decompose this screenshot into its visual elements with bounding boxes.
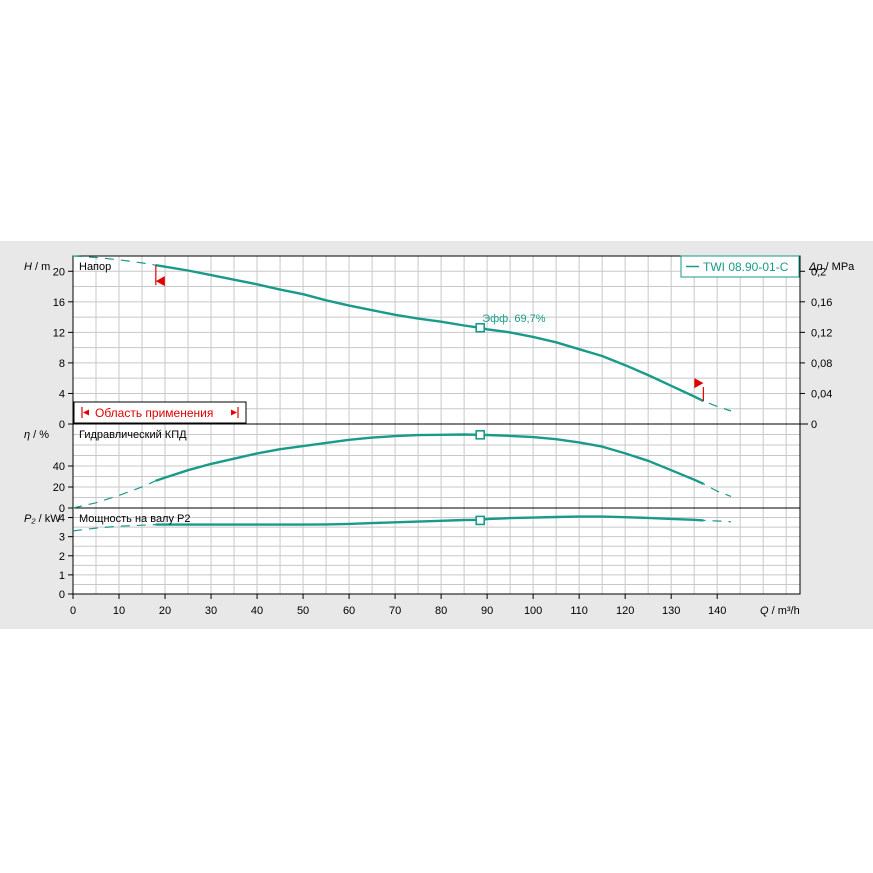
x-axis-label: Q / m³/h <box>760 605 800 617</box>
right-tick-label: 0 <box>811 419 817 431</box>
y-tick-label: 12 <box>53 327 65 339</box>
x-tick-label: 60 <box>343 605 355 617</box>
y-tick-label: 16 <box>53 297 65 309</box>
y-tick-label: 20 <box>53 266 65 278</box>
x-tick-label: 50 <box>297 605 309 617</box>
duty-point-marker <box>475 322 486 333</box>
y-axis-label-3: P₂ / kW <box>24 513 61 525</box>
application-range-box <box>73 401 247 424</box>
x-tick-label: 40 <box>251 605 263 617</box>
y-tick-label: 0 <box>59 589 65 601</box>
right-axis-label-symbol: Δp <box>808 261 823 273</box>
duty-point-marker <box>475 515 486 526</box>
y-tick-label: 4 <box>59 388 65 400</box>
y-tick-label: 40 <box>53 461 65 473</box>
x-tick-label: 80 <box>435 605 447 617</box>
y-tick-label: 2 <box>59 551 65 563</box>
y-axis-label-unit: / kW <box>36 513 62 525</box>
application-range-label: Область применения <box>95 406 213 420</box>
y-tick-label: 1 <box>59 570 65 582</box>
x-tick-label: 30 <box>205 605 217 617</box>
curve-solid-3 <box>155 515 704 526</box>
panel-title-1: Напор <box>79 261 111 273</box>
y-axis-label-symbol: H <box>24 261 32 273</box>
range-min-marker-flag <box>155 276 165 287</box>
x-tick-label: 100 <box>524 605 542 617</box>
series-legend-box <box>680 255 800 278</box>
x-axis-label-unit: / m³/h <box>769 605 800 617</box>
y-tick-label: 4 <box>59 513 65 525</box>
plot-area-3 <box>73 508 800 594</box>
right-axis-label: Δp / MPa <box>808 261 855 273</box>
right-tick-label: 0,04 <box>811 388 832 400</box>
x-tick-label: 70 <box>389 605 401 617</box>
right-tick-label: 0,2 <box>811 266 826 278</box>
y-axis-label-unit: / m <box>32 261 50 273</box>
right-tick-label: 0,08 <box>811 358 832 370</box>
x-tick-label: 130 <box>662 605 680 617</box>
panel-title-3: Мощность на валу P2 <box>79 513 191 525</box>
x-tick-label: 0 <box>70 605 76 617</box>
panel-title-2: Гидравлический КПД <box>79 429 187 441</box>
right-tick-label: 0,16 <box>811 297 832 309</box>
right-tick-label: 0,12 <box>811 327 832 339</box>
application-range-left-arrow <box>83 409 89 416</box>
x-tick-label: 10 <box>113 605 125 617</box>
x-axis-label-symbol: Q <box>760 605 769 617</box>
y-axis-label-unit: / % <box>30 429 49 441</box>
series-legend-label: TWI 08.90-01-C <box>703 260 789 274</box>
y-axis-label-2: η / % <box>24 429 49 441</box>
pump-curve-chart: Эфф. 69,7% Область применения TWI 08.90-01… <box>0 241 873 629</box>
x-tick-label: 110 <box>570 605 588 617</box>
plot-border-3 <box>72 507 801 595</box>
x-tick-label: 140 <box>708 605 726 617</box>
y-axis-label-1: H / m <box>24 261 50 273</box>
y-tick-label: 3 <box>59 532 65 544</box>
x-tick-label: 90 <box>481 605 493 617</box>
y-tick-label: 0 <box>59 419 65 431</box>
y-axis-label-symbol: P₂ <box>24 513 36 525</box>
curve-solid-1 <box>155 264 704 403</box>
x-tick-label: 20 <box>159 605 171 617</box>
efficiency-label: Эфф. 69,7% <box>482 313 546 325</box>
y-tick-label: 8 <box>59 358 65 370</box>
y-axis-label-symbol: η <box>24 429 30 441</box>
curve-solid-2 <box>155 433 704 485</box>
right-axis-label-unit: / MPa <box>823 261 856 273</box>
y-tick-label: 20 <box>53 482 65 494</box>
range-max-marker-flag <box>694 378 704 389</box>
chart-canvas: Эфф. 69,7% Область применения TWI 08.90-01… <box>24 255 855 617</box>
x-tick-label: 120 <box>616 605 634 617</box>
duty-point-marker <box>475 430 486 440</box>
application-range-right-arrow <box>231 409 237 416</box>
y-tick-label: 0 <box>59 503 65 515</box>
plot-area-1 <box>73 256 800 424</box>
